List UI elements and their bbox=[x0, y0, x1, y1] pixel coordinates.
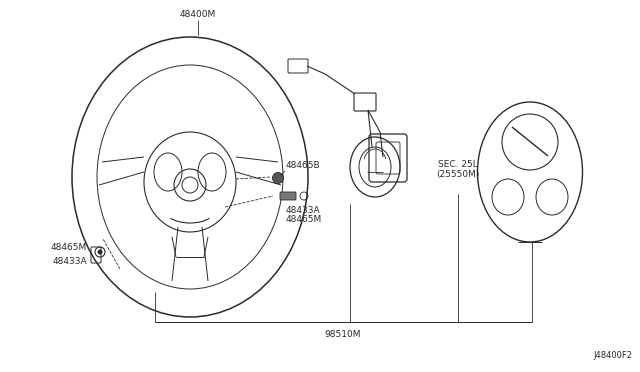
Text: SEC. 25L: SEC. 25L bbox=[438, 160, 478, 169]
Text: 48465M: 48465M bbox=[286, 215, 323, 224]
Circle shape bbox=[273, 173, 284, 183]
Text: (25550M): (25550M) bbox=[436, 170, 480, 179]
Text: 98510M: 98510M bbox=[324, 330, 361, 339]
Text: J48400F2: J48400F2 bbox=[593, 351, 632, 360]
FancyBboxPatch shape bbox=[280, 192, 296, 200]
Text: 48400M: 48400M bbox=[180, 10, 216, 19]
Text: 48433A: 48433A bbox=[286, 206, 321, 215]
Circle shape bbox=[97, 250, 102, 254]
Text: 48465B: 48465B bbox=[286, 161, 321, 170]
Text: 48433A: 48433A bbox=[52, 257, 87, 266]
Text: 48465M: 48465M bbox=[51, 243, 87, 251]
